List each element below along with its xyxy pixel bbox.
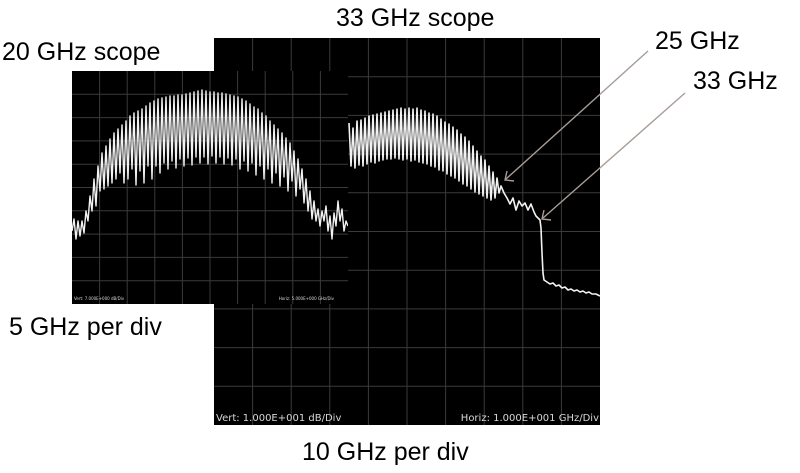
inner-scope-grid-and-trace	[72, 71, 348, 304]
inner-horiz-readout: Horiz: 5.000E+000 GHz/Div	[278, 296, 334, 301]
inner-scope-title: 20 GHz scope	[2, 38, 161, 66]
outer-horiz-readout: Horiz: 1.000E+001 GHz/Div	[460, 413, 599, 424]
outer-scope-title: 33 GHz scope	[336, 4, 495, 32]
outer-scope-scale-label: 10 GHz per div	[302, 438, 469, 466]
inner-scope-scale-label: 5 GHz per div	[9, 313, 162, 341]
callout-25ghz-label: 25 GHz	[655, 27, 740, 55]
callout-33ghz-label: 33 GHz	[693, 67, 778, 95]
outer-vert-readout: Vert: 1.000E+001 dB/Div	[216, 413, 342, 424]
inner-scope-screen: Vert: 7.000E+000 dB/Div Horiz: 5.000E+00…	[72, 71, 348, 304]
inner-vert-readout: Vert: 7.000E+000 dB/Div	[74, 296, 125, 301]
